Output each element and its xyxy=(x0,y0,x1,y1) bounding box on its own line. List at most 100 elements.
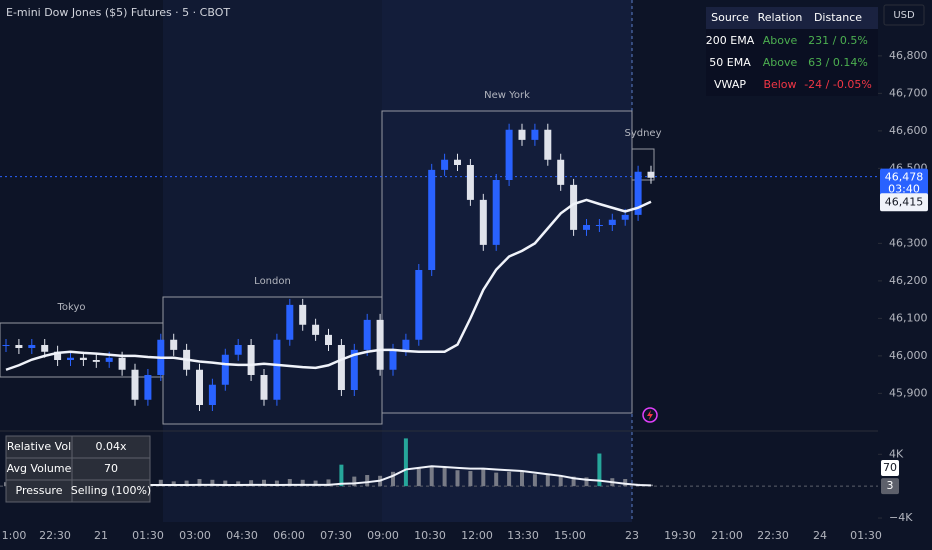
alert-icon[interactable] xyxy=(642,407,658,423)
candle-body xyxy=(608,219,616,225)
volume-bar xyxy=(416,468,421,487)
x-tick-label: 06:00 xyxy=(273,529,305,542)
candle-body xyxy=(144,375,152,400)
x-tick-label: 09:00 xyxy=(367,529,399,542)
ema-price-label: 46,415 xyxy=(885,195,924,208)
candle-body xyxy=(2,345,10,346)
volume-bar xyxy=(326,479,331,487)
session-band xyxy=(382,0,632,522)
currency[interactable]: USD xyxy=(893,10,915,21)
table-cell: 70 xyxy=(104,462,118,475)
marker-label: 3 xyxy=(887,479,894,492)
candle-body xyxy=(28,345,36,348)
y-tick-label: 46,800 xyxy=(889,49,928,62)
y-tick-label: −4K xyxy=(889,511,913,524)
candle-body xyxy=(647,171,655,178)
table-cell: 63 / 0.14% xyxy=(808,56,868,69)
volume-bar xyxy=(455,470,460,487)
volume-bar xyxy=(520,471,524,487)
volume-table: Relative Vol 0.04x Avg Volume 70 Pressur… xyxy=(5,435,151,503)
x-tick-label: 24 xyxy=(813,529,827,542)
alert-bolt[interactable] xyxy=(647,410,653,420)
x-tick-label: 23 xyxy=(625,529,639,542)
candle-body xyxy=(273,339,281,400)
candle-body xyxy=(570,184,578,230)
x-tick-label: 19:30 xyxy=(664,529,696,542)
cell-bg xyxy=(71,479,151,503)
chart-title: E-mini Dow Jones ($5) Futures · 5 · CBOT xyxy=(6,6,230,19)
x-tick-label: 12:00 xyxy=(461,529,493,542)
volume-bar xyxy=(597,453,602,487)
candle-body xyxy=(299,304,307,325)
candle-body xyxy=(105,357,113,362)
volume-bar xyxy=(507,471,512,487)
candle-body xyxy=(170,339,178,350)
volume-bar xyxy=(274,480,279,487)
marker-box xyxy=(881,478,899,495)
table-cell: -24 / -0.05% xyxy=(804,78,872,91)
candle-body xyxy=(196,369,203,405)
marker-label: 70 xyxy=(883,461,897,474)
x-tick-label: 04:30 xyxy=(226,529,258,542)
table-cell: Avg Volume xyxy=(7,462,72,475)
candle-body xyxy=(492,180,500,245)
volume-bar xyxy=(623,479,628,487)
candle-body xyxy=(505,129,513,180)
session-band xyxy=(163,0,382,522)
currency-box[interactable] xyxy=(883,4,925,26)
session-box xyxy=(631,148,655,181)
marker-box xyxy=(881,460,899,476)
ema-price-box xyxy=(880,193,928,212)
time-axis xyxy=(0,522,932,550)
volume-bar xyxy=(223,480,228,487)
alert-ring[interactable] xyxy=(642,407,658,423)
table-cell: VWAP xyxy=(714,78,746,91)
candle-body xyxy=(441,159,449,170)
table-cell: Above xyxy=(763,34,798,47)
table-cell: Selling (100%) xyxy=(71,484,151,497)
x-tick-label: 21 xyxy=(94,529,108,542)
table-header-cell: Relation xyxy=(758,11,803,24)
volume-bar xyxy=(287,479,292,487)
y-tick-label: 45,900 xyxy=(889,386,928,399)
volume-bar xyxy=(571,476,576,487)
volume-bar xyxy=(197,479,202,487)
volume-bar xyxy=(468,471,473,487)
candle-body xyxy=(118,357,126,370)
candle-body xyxy=(79,357,87,360)
candle-body xyxy=(454,159,461,165)
candle-body xyxy=(247,345,255,375)
volume-bar xyxy=(558,475,563,487)
x-tick-label: 01:30 xyxy=(850,529,882,542)
candle-body xyxy=(363,319,371,350)
ema-line xyxy=(5,198,652,371)
table-cell: 0.04x xyxy=(95,440,126,453)
x-tick-label: 03:00 xyxy=(179,529,211,542)
candle-body xyxy=(260,375,268,400)
candle-body xyxy=(41,345,49,352)
volume-bar xyxy=(210,479,215,487)
session-label: New York xyxy=(484,90,530,101)
table-cell: Below xyxy=(763,78,796,91)
x-tick-label: 22:30 xyxy=(39,529,71,542)
x-tick-label: 10:30 xyxy=(414,529,446,542)
x-tick-label: 13:30 xyxy=(507,529,539,542)
candle-body xyxy=(595,225,603,226)
candle-body xyxy=(312,324,320,335)
candle-body xyxy=(67,357,74,360)
volume-bar xyxy=(313,480,318,487)
candle-body xyxy=(621,214,629,220)
volume-bar xyxy=(339,464,344,487)
table-cell: Relative Vol xyxy=(7,440,71,453)
candle-body xyxy=(389,349,397,370)
session-box xyxy=(381,110,633,414)
volume-bar xyxy=(442,467,447,487)
last-price-label: 46,478 xyxy=(885,171,924,184)
x-tick-label: 15:00 xyxy=(554,529,586,542)
x-tick-label: 21:00 xyxy=(711,529,743,542)
candle-body xyxy=(221,354,229,385)
table-cell: Above xyxy=(763,56,798,69)
x-tick-label: 22:30 xyxy=(757,529,789,542)
candle-body xyxy=(15,345,23,348)
